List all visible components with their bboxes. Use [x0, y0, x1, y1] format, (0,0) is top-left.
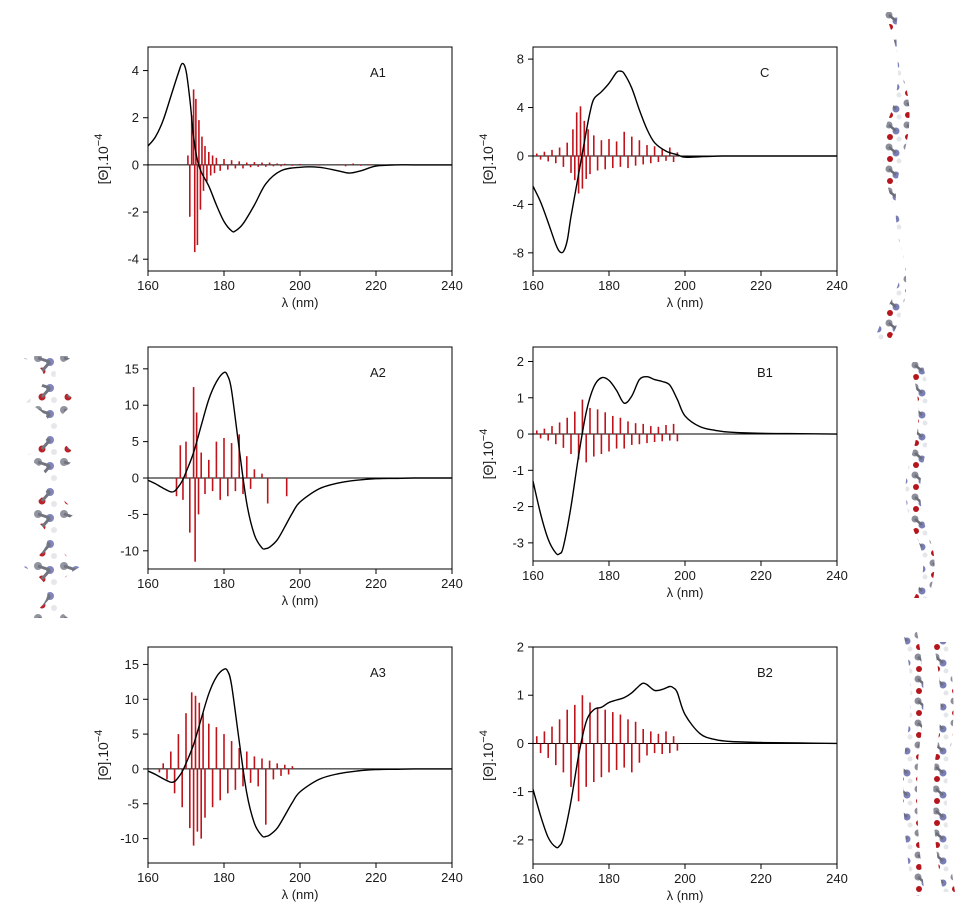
- y-tick-label: -5: [127, 796, 139, 811]
- x-axis-label: λ (nm): [667, 295, 704, 310]
- x-axis-label: λ (nm): [667, 888, 704, 903]
- y-tick-label: 0: [517, 148, 524, 163]
- panel-label: B1: [757, 365, 773, 380]
- chart-panel-a2: 160 180 200 220 240 -10 -5 0 5 10 15 λ (nm) A2: [120, 347, 463, 608]
- y-tick-label: 0: [132, 471, 139, 486]
- x-tick-label: 240: [826, 568, 848, 583]
- x-axis-label: λ (nm): [282, 887, 319, 902]
- stick-series: [537, 106, 678, 193]
- x-axis-label: λ (nm): [282, 593, 319, 608]
- y-tick-label: -2: [512, 499, 524, 514]
- x-tick-label: 180: [598, 871, 620, 886]
- y-tick-label: 1: [517, 688, 524, 703]
- y-tick-label: 1: [517, 390, 524, 405]
- y-tick-label: -1: [512, 463, 524, 478]
- extended-strand-molecule-image-middle: [892, 360, 944, 600]
- y-tick-label: 5: [132, 434, 139, 449]
- x-tick-label: 160: [137, 870, 159, 885]
- x-tick-label: 180: [598, 278, 620, 293]
- y-tick-label: 0: [517, 736, 524, 751]
- chart-panel-a1: 160 180 200 220 240 -4 -2 0 2 4 λ (nm) [Θ].10−4 A1: [93, 47, 463, 310]
- chart-panel-b2: 160 180 200 220 240 -2 -1 0 1 2 λ (nm) [Θ].10−4 B2: [478, 640, 848, 903]
- chart-panel-b1: 160 180 200 220 240 -3 -2 -1 0 1 2 λ (nm) [Θ].10−4 B1: [478, 347, 848, 600]
- x-axis-label: λ (nm): [282, 295, 319, 310]
- x-tick-label: 220: [750, 871, 772, 886]
- y-tick-label: 2: [517, 640, 524, 655]
- y-tick-label: 15: [125, 361, 139, 376]
- x-tick-label: 240: [441, 576, 463, 591]
- y-tick-label: -10: [120, 831, 139, 846]
- stick-series: [177, 387, 287, 562]
- x-tick-label: 160: [137, 278, 159, 293]
- y-tick-label: -1: [512, 784, 524, 799]
- x-tick-label: 240: [826, 278, 848, 293]
- x-tick-label: 220: [750, 568, 772, 583]
- y-tick-label: -2: [127, 205, 139, 220]
- y-tick-label: -3: [512, 535, 524, 550]
- x-tick-label: 160: [137, 576, 159, 591]
- x-tick-label: 200: [674, 871, 696, 886]
- y-tick-label: 2: [132, 110, 139, 125]
- x-tick-label: 200: [674, 278, 696, 293]
- y-tick-label: 0: [132, 157, 139, 172]
- y-tick-label: -2: [512, 832, 524, 847]
- y-tick-label: -10: [120, 543, 139, 558]
- y-tick-label: 4: [517, 100, 524, 115]
- y-tick-label: -8: [512, 245, 524, 260]
- x-tick-label: 220: [365, 576, 387, 591]
- panel-label: B2: [757, 665, 773, 680]
- y-tick-label: 5: [132, 727, 139, 742]
- x-tick-label: 240: [441, 870, 463, 885]
- y-axis-label: [Θ].10−4: [478, 134, 496, 185]
- smooth-series-line: [533, 377, 837, 555]
- chart-panel-a3: 160 180 200 220 240 -10 -5 0 5 10 15 λ (nm) [Θ].10−4…: [93, 647, 463, 902]
- x-tick-label: 160: [522, 871, 544, 886]
- x-tick-label: 180: [213, 278, 235, 293]
- y-tick-label: 10: [125, 692, 139, 707]
- x-tick-label: 180: [213, 870, 235, 885]
- x-tick-label: 240: [826, 871, 848, 886]
- y-tick-label: 15: [125, 657, 139, 672]
- x-tick-label: 200: [289, 870, 311, 885]
- y-axis-label: [Θ].10−4: [93, 730, 111, 781]
- y-tick-label: 2: [517, 354, 524, 369]
- x-tick-label: 200: [674, 568, 696, 583]
- y-tick-label: 4: [132, 63, 139, 78]
- y-tick-label: 0: [132, 761, 139, 776]
- x-tick-label: 160: [522, 278, 544, 293]
- y-axis-label: [Θ].10−4: [478, 730, 496, 781]
- y-tick-label: -4: [512, 197, 524, 212]
- stick-series: [537, 695, 678, 801]
- x-tick-label: 200: [289, 576, 311, 591]
- x-tick-label: 220: [365, 278, 387, 293]
- x-tick-label: 220: [750, 278, 772, 293]
- helix-molecule-image: [6, 352, 88, 622]
- y-tick-label: 10: [125, 398, 139, 413]
- stick-series: [188, 89, 369, 252]
- x-tick-label: 180: [213, 576, 235, 591]
- y-axis-label: [Θ].10−4: [478, 429, 496, 480]
- y-axis-label: [Θ].10−4: [93, 134, 111, 185]
- y-tick-label: -4: [127, 252, 139, 267]
- x-tick-label: 200: [289, 278, 311, 293]
- y-tick-label: 8: [517, 52, 524, 67]
- panel-label: A3: [370, 665, 386, 680]
- chart-panel-c: 160 180 200 220 240 -8 -4 0 4 8 λ (nm) [Θ].10−4 C: [478, 47, 848, 310]
- y-tick-label: 0: [517, 427, 524, 442]
- x-tick-label: 160: [522, 568, 544, 583]
- y-tick-label: -5: [127, 507, 139, 522]
- panel-label: A1: [370, 65, 386, 80]
- panel-label: A2: [370, 365, 386, 380]
- x-axis-label: λ (nm): [667, 585, 704, 600]
- panel-label: C: [760, 65, 769, 80]
- x-tick-label: 220: [365, 870, 387, 885]
- stick-series: [537, 400, 678, 463]
- x-tick-label: 180: [598, 568, 620, 583]
- x-tick-label: 240: [441, 278, 463, 293]
- double-strand-molecule-image: [895, 630, 963, 898]
- extended-strand-molecule-image-top: [866, 10, 922, 342]
